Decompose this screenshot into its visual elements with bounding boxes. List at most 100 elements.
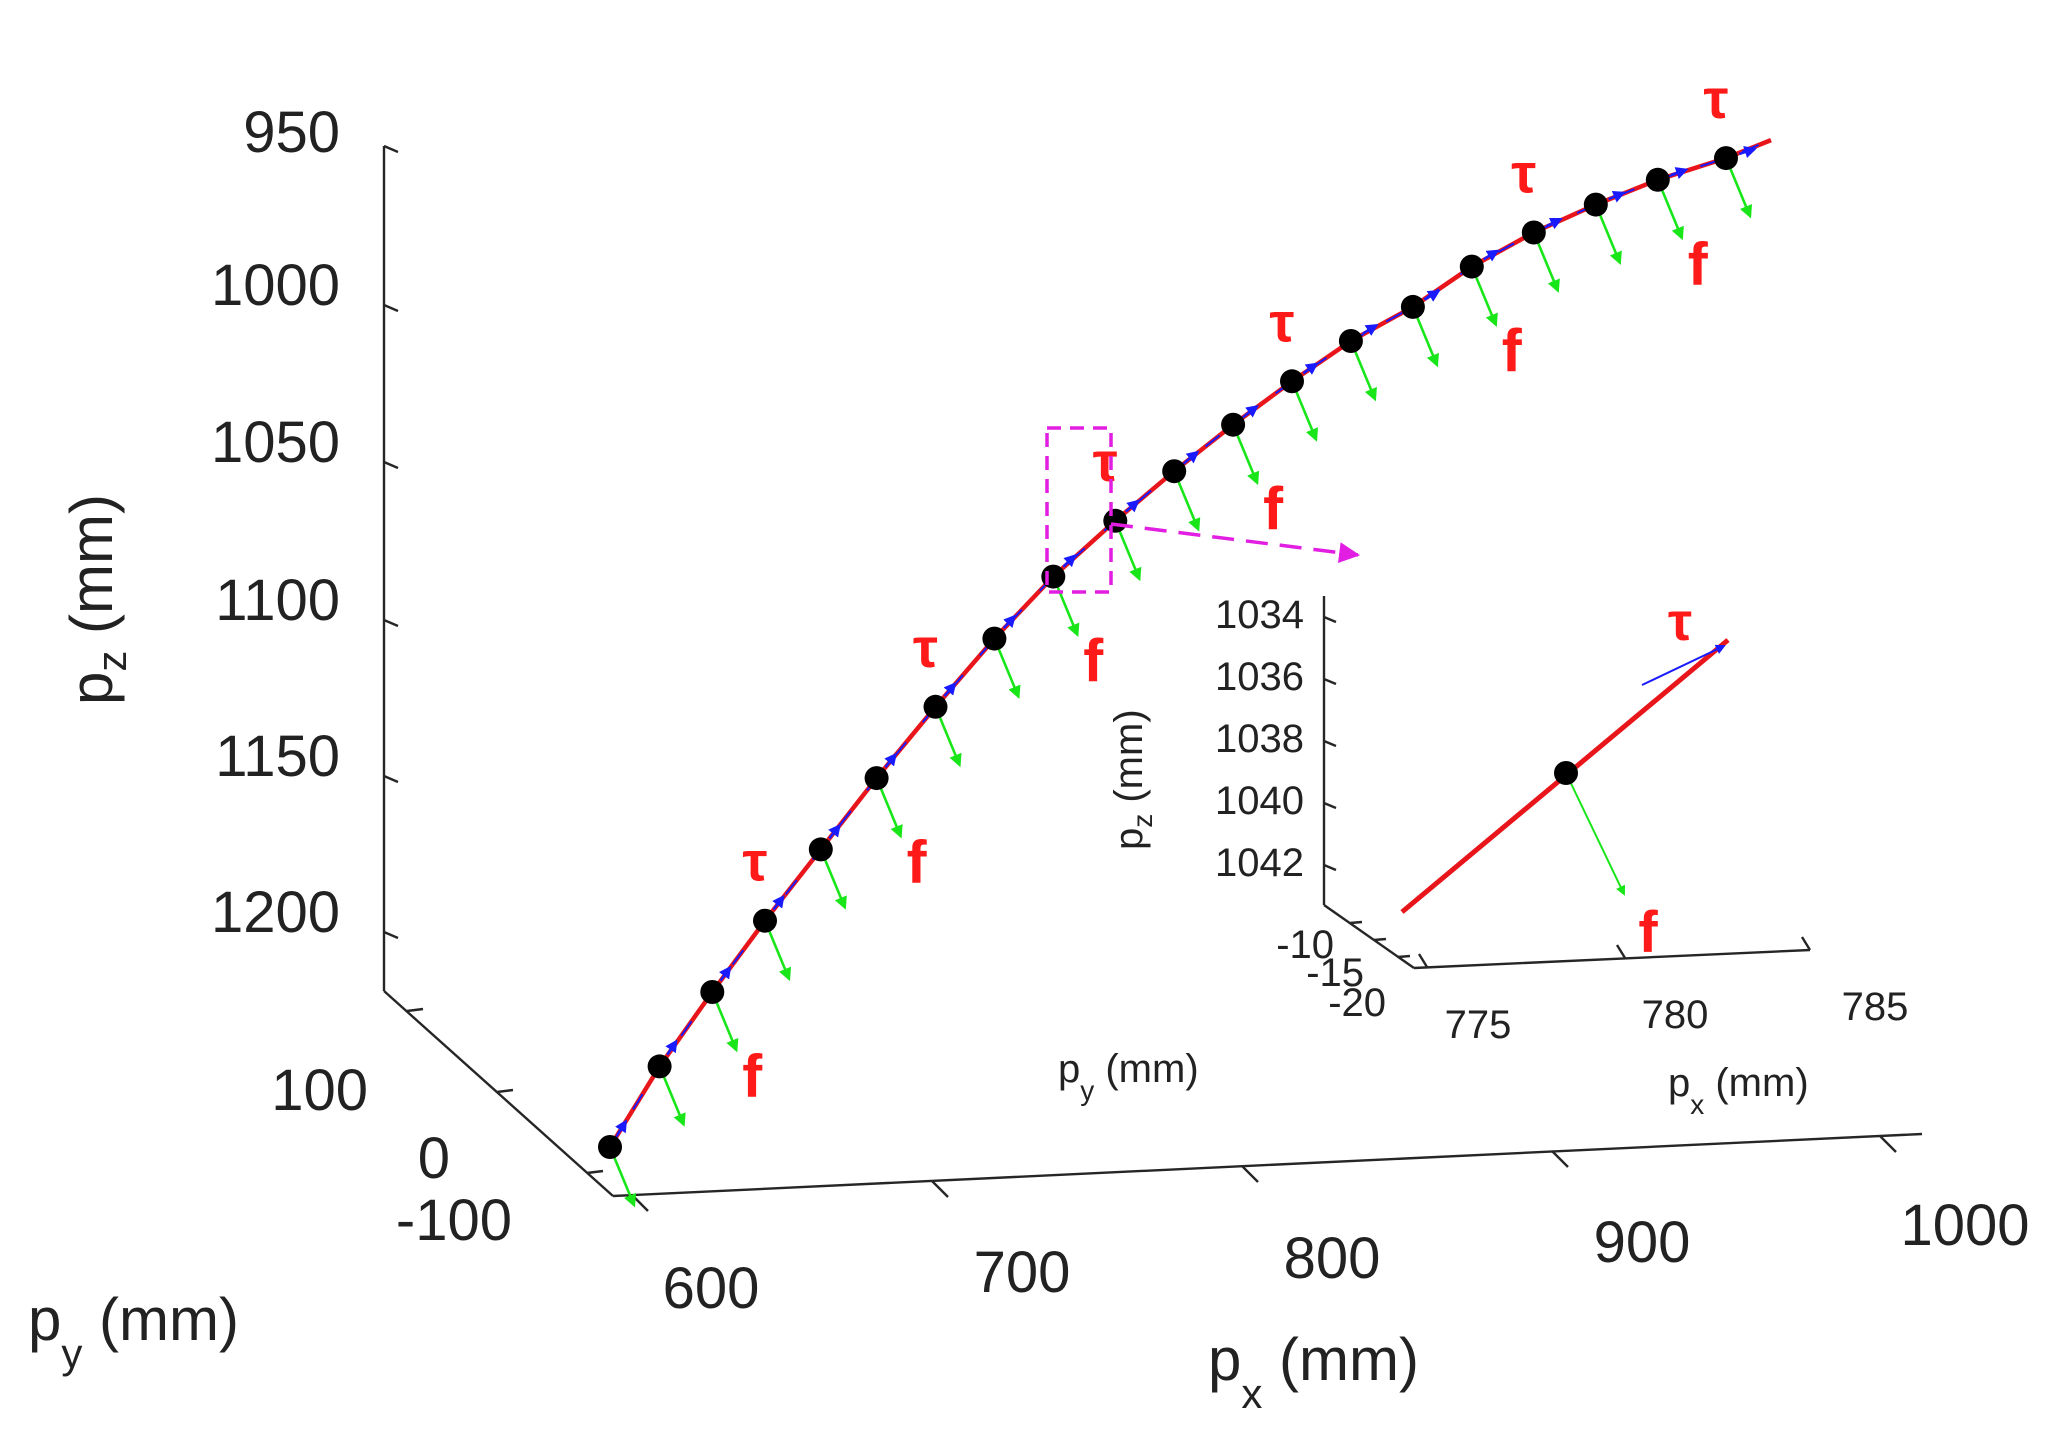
- trajectory-point: [1162, 459, 1187, 484]
- zoom-box: [1045, 426, 1113, 594]
- tau-annotation: τ: [1704, 67, 1729, 130]
- inset-x-axis-line: [1413, 948, 1811, 970]
- trajectory-point: [1338, 329, 1363, 353]
- inset-z-axis-tick: [1323, 863, 1337, 872]
- y-axis-label: py (mm): [28, 1286, 239, 1377]
- z-tick-label: 1150: [215, 724, 340, 789]
- inset-z-tick-label: 1040: [1215, 779, 1304, 823]
- inset-y-axis-label: py (mm): [1058, 1047, 1199, 1106]
- trajectory-point: [700, 980, 725, 1004]
- tangent-arrow: [1424, 289, 1441, 302]
- tangent-arrow: [718, 965, 732, 982]
- inset-x-axis-tick: [1417, 953, 1429, 968]
- tau-annotation: τ: [1270, 290, 1295, 353]
- trajectory-point: [923, 694, 948, 719]
- x-tick-label: 600: [663, 1256, 760, 1321]
- inset-chart: 1034 1036 1038 1040 1042 -10 -15 -20 775…: [1058, 592, 1908, 1120]
- trajectory-line: [608, 138, 1772, 1149]
- x-tick-label: 900: [1594, 1210, 1691, 1275]
- tangent-arrow: [1062, 553, 1077, 568]
- tangent-arrow: [1125, 499, 1140, 513]
- inset-zoom-content: [1400, 638, 1730, 914]
- tangent-arrow: [1483, 249, 1500, 262]
- x-axis-tick: [931, 1180, 949, 1198]
- trajectory-point: [1280, 369, 1304, 394]
- z-axis-tick: [383, 618, 399, 628]
- inset-trajectory-point: [1554, 761, 1578, 785]
- inset-force-arrow: [1565, 772, 1626, 896]
- tangent-arrow: [1362, 323, 1379, 336]
- tangent-line: [609, 139, 1772, 1148]
- force-annotation: f: [1083, 628, 1104, 695]
- trajectory-annotations: τ f τ f τ f τ f τ f τ f: [742, 67, 1728, 1110]
- inset-z-axis-tick: [1323, 615, 1337, 624]
- inset-z-axis-tick: [1323, 801, 1337, 810]
- y-axis-tick: [496, 1088, 514, 1094]
- y-axis-line: [383, 990, 614, 1197]
- tau-annotation: τ: [913, 616, 938, 679]
- trajectory-point: [1714, 146, 1738, 171]
- tau-annotation: τ: [743, 830, 768, 893]
- inset-x-tick-label: 775: [1445, 1003, 1512, 1047]
- tangent-arrow: [828, 823, 841, 840]
- inset-z-axis-tick: [1323, 677, 1337, 686]
- trajectory-point: [1041, 564, 1066, 589]
- inset-x-axis-tick: [1615, 944, 1627, 959]
- trajectory-series: [598, 138, 1772, 1208]
- x-tick-label: 800: [1284, 1226, 1381, 1291]
- x-axis-label: px (mm): [1208, 1326, 1419, 1417]
- tangent-arrow: [1608, 191, 1626, 203]
- main-axis-ticks: [383, 144, 1897, 1212]
- trajectory-point: [647, 1054, 672, 1079]
- tangent-arrow: [1738, 146, 1757, 159]
- inset-y-axis-tick: [1397, 954, 1411, 959]
- z-axis-label: pz (mm): [58, 494, 135, 705]
- tangent-arrow: [1545, 217, 1563, 230]
- z-axis-tick: [383, 774, 399, 784]
- y-tick-label: -100: [396, 1188, 512, 1253]
- tangent-arrow: [772, 894, 785, 911]
- y-axis-tick: [586, 1169, 604, 1175]
- tau-annotation: τ: [1093, 430, 1118, 493]
- tangent-arrow: [615, 1119, 628, 1136]
- trajectory-point: [808, 837, 833, 862]
- inset-tangent-arrow: [1641, 644, 1726, 686]
- trajectory-point: [598, 1135, 622, 1159]
- inset-axis-ticks: [1323, 615, 1812, 968]
- inset-y-tick-label: -15: [1306, 951, 1364, 995]
- trajectory-point: [1103, 508, 1128, 533]
- trajectory-point: [1459, 254, 1484, 279]
- z-tick-label: 1100: [215, 568, 340, 633]
- force-annotation: f: [1688, 231, 1709, 298]
- inset-x-axis-tick: [1800, 936, 1812, 951]
- trajectory-point: [1400, 294, 1425, 319]
- inset-z-tick-label: 1042: [1215, 841, 1304, 885]
- tau-annotation: τ: [1511, 142, 1536, 205]
- inset-x-axis-label: px (mm): [1668, 1061, 1809, 1120]
- z-tick-label: 1050: [211, 410, 340, 475]
- inset-y-axis-tick: [1373, 937, 1387, 942]
- main-x-tick-labels: 600 700 800 900 1000: [663, 1193, 2030, 1321]
- inset-y-axis-tick: [1349, 920, 1363, 925]
- trajectory-point: [1645, 167, 1670, 192]
- tangent-arrow: [1243, 404, 1259, 418]
- x-axis-line: [612, 1132, 1923, 1198]
- inset-x-tick-label: 785: [1842, 985, 1909, 1029]
- tangent-arrow: [943, 681, 957, 697]
- force-annotation: f: [742, 1043, 763, 1110]
- zoom-indicator: [1045, 426, 1361, 594]
- tangent-arrow: [1302, 362, 1319, 375]
- trajectory-point: [1583, 192, 1608, 217]
- z-tick-label: 950: [243, 100, 340, 165]
- tangent-arrow: [1184, 450, 1200, 464]
- x-axis-tick: [1551, 1150, 1569, 1168]
- inset-z-tick-label: 1034: [1215, 593, 1304, 637]
- tangent-arrow: [665, 1039, 678, 1056]
- x-tick-label: 1000: [1900, 1193, 2029, 1258]
- inset-f-label: f: [1638, 900, 1658, 965]
- x-axis-tick: [1241, 1165, 1259, 1183]
- inset-z-tick-label: 1038: [1215, 717, 1304, 761]
- trajectory-point: [982, 626, 1007, 651]
- trajectory-point: [753, 908, 777, 933]
- x-axis-tick: [1879, 1135, 1897, 1153]
